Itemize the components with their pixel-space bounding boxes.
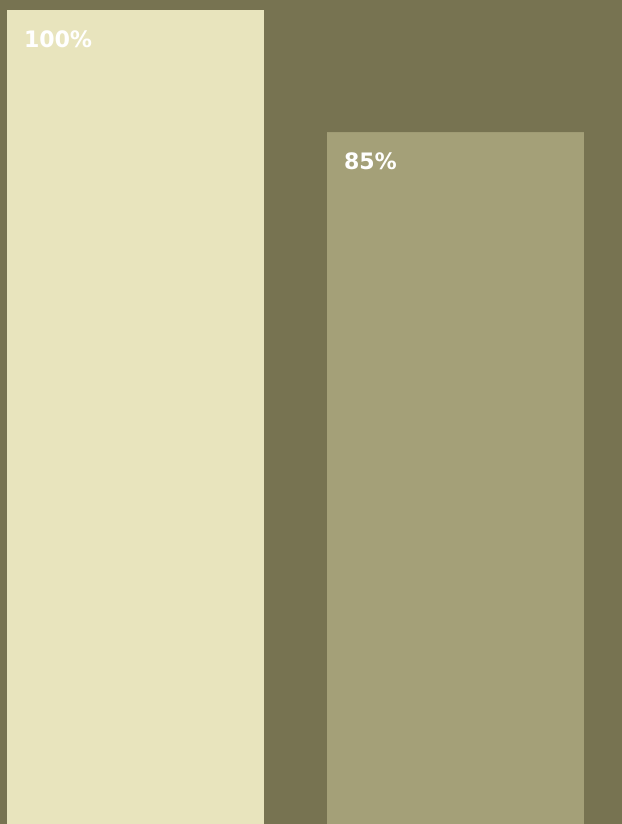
bar-1-value-label: 100% <box>24 28 92 53</box>
bar-1 <box>7 10 264 824</box>
bar-2-value-label: 85% <box>344 150 397 175</box>
bar-2 <box>327 132 584 824</box>
